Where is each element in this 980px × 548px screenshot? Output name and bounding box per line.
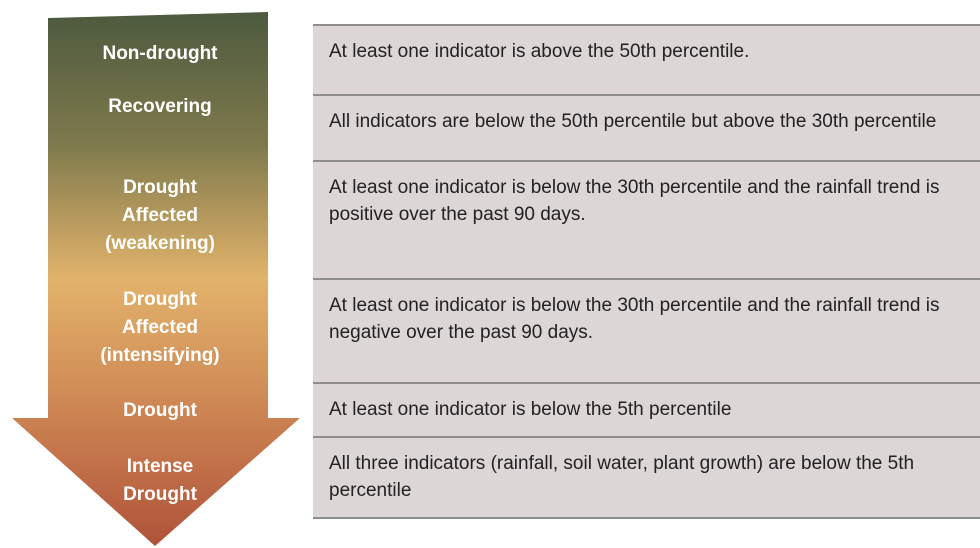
level-label: Recovering [60, 93, 260, 121]
level-label-line: Drought [123, 484, 197, 505]
description-row: At least one indicator is below the 30th… [313, 160, 980, 278]
table-bottom-border [313, 517, 980, 519]
description-row: At least one indicator is below the 5th … [313, 382, 980, 436]
description-row: At least one indicator is below the 30th… [313, 278, 980, 382]
level-label-line: Drought [123, 400, 197, 421]
level-label-line: Intense [126, 456, 194, 477]
description-row: At least one indicator is above the 50th… [313, 24, 980, 94]
level-label-line: (weakening) [105, 233, 215, 254]
level-label-line: Non-drought [102, 43, 218, 64]
description-row: All indicators are below the 50th percen… [313, 94, 980, 160]
level-label-line: Drought [123, 177, 197, 198]
level-label: Non-drought [60, 40, 260, 68]
level-label-line: Recovering [108, 96, 212, 117]
description-row: All three indicators (rainfall, soil wat… [313, 436, 980, 518]
level-label: Drought Affected (weakening) [60, 174, 260, 258]
level-label-line: (intensifying) [100, 345, 220, 366]
level-label-line: Affected [121, 317, 198, 338]
level-label-line: Affected [121, 205, 198, 226]
level-label: Drought [60, 397, 260, 425]
level-label: Drought Affected (intensifying) [60, 286, 260, 370]
level-label-line: Drought [123, 289, 197, 310]
severity-arrow [12, 12, 300, 546]
level-label: Intense Drought [60, 453, 260, 509]
